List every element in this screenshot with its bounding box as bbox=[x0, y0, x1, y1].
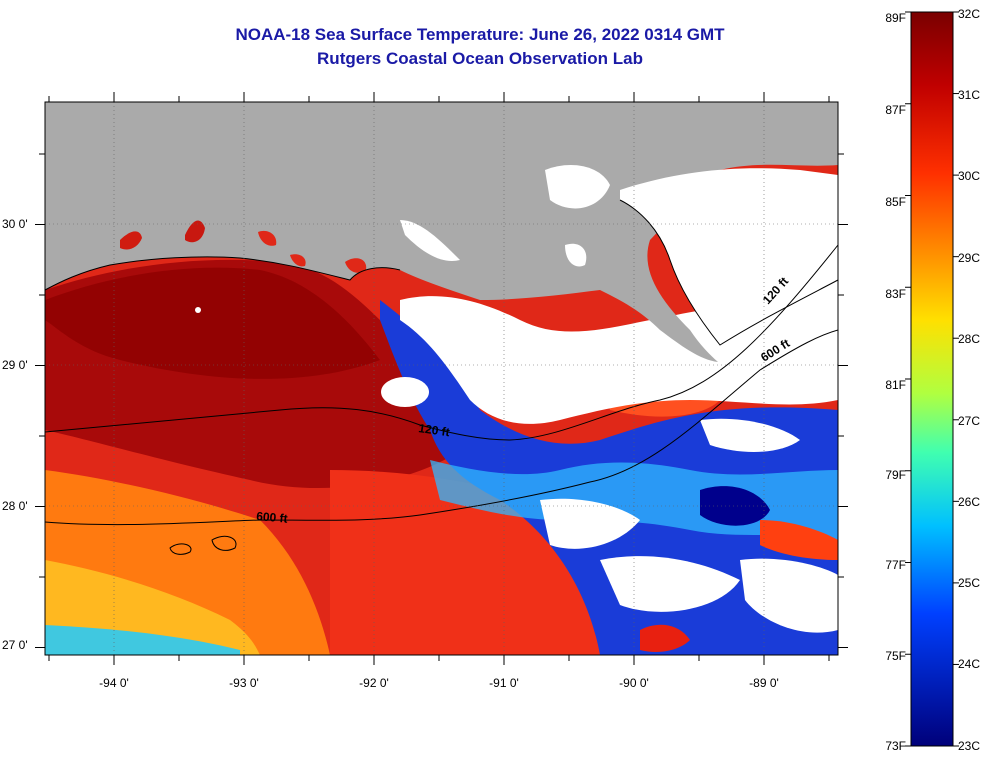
cloud-patch-3 bbox=[740, 558, 838, 633]
cbar-f-73: 73F bbox=[885, 739, 906, 753]
land-cloud-1 bbox=[545, 165, 610, 209]
cbar-f-87: 87F bbox=[885, 103, 906, 117]
cold-patch bbox=[700, 486, 770, 526]
lake-warm-2 bbox=[185, 220, 205, 243]
cbar-c-32: 32C bbox=[958, 7, 980, 21]
lon-label-90: -90 0' bbox=[619, 676, 649, 690]
cbar-f-83: 83F bbox=[885, 287, 906, 301]
warmest-core bbox=[45, 267, 380, 379]
cbar-f-77: 77F bbox=[885, 558, 906, 572]
warm-streak bbox=[760, 520, 838, 560]
lat-label-28: 28 0' bbox=[2, 499, 28, 513]
cbar-c-25: 25C bbox=[958, 576, 980, 590]
lon-label-91: -91 0' bbox=[489, 676, 519, 690]
lon-label-93: -93 0' bbox=[229, 676, 259, 690]
cbar-f-79: 79F bbox=[885, 468, 906, 482]
cbar-f-81: 81F bbox=[885, 378, 906, 392]
cbar-f-75: 75F bbox=[885, 649, 906, 663]
cbar-c-24: 24C bbox=[958, 657, 980, 671]
cloud-patch-1 bbox=[540, 498, 640, 549]
lake-warm-4 bbox=[290, 254, 306, 267]
land-cloud-3 bbox=[620, 168, 838, 345]
warm-blob-south bbox=[640, 624, 690, 652]
colorbar bbox=[910, 11, 954, 747]
cloud-patch-2 bbox=[600, 556, 740, 612]
cbar-f-89: 89F bbox=[885, 11, 906, 25]
isobath-600ft bbox=[45, 329, 838, 526]
cloud-patch-4 bbox=[700, 418, 800, 452]
cloud-dot bbox=[195, 307, 201, 313]
land-cloud-2 bbox=[565, 243, 587, 267]
bank-outline-2 bbox=[211, 535, 237, 551]
coastline bbox=[45, 256, 401, 291]
isobath-120ft bbox=[45, 244, 838, 441]
lat-label-27: 27 0' bbox=[2, 638, 28, 652]
isobath-label-600-west: 600 ft bbox=[256, 509, 288, 526]
lat-label-30: 30 0' bbox=[2, 217, 28, 231]
lake-warm-1 bbox=[120, 231, 142, 250]
bank-outline-1 bbox=[169, 543, 192, 555]
cbar-c-27: 27C bbox=[958, 414, 980, 428]
lake-warm-5 bbox=[345, 258, 367, 273]
map-subtitle: Rutgers Coastal Ocean Observation Lab bbox=[317, 49, 643, 68]
lat-label-29: 29 0' bbox=[2, 358, 28, 372]
cbar-c-31: 31C bbox=[958, 88, 980, 102]
isobath-label-120-coast: 120 ft bbox=[418, 421, 451, 439]
cloud-patch-5 bbox=[381, 377, 429, 407]
lon-label-92: -92 0' bbox=[359, 676, 389, 690]
colorbar-ticks bbox=[905, 11, 959, 747]
map-title: NOAA-18 Sea Surface Temperature: June 26… bbox=[235, 25, 725, 44]
lon-label-94: -94 0' bbox=[99, 676, 129, 690]
map-area bbox=[45, 102, 838, 655]
cbar-f-85: 85F bbox=[885, 195, 906, 209]
axis-ticks bbox=[35, 92, 848, 665]
lon-label-89: -89 0' bbox=[749, 676, 779, 690]
cbar-c-26: 26C bbox=[958, 495, 980, 509]
map-frame bbox=[44, 101, 839, 656]
cbar-c-23: 23C bbox=[958, 739, 980, 753]
graticule bbox=[45, 102, 838, 655]
cbar-c-29: 29C bbox=[958, 251, 980, 265]
cbar-c-28: 28C bbox=[958, 332, 980, 346]
lake-warm-3 bbox=[258, 230, 277, 246]
land-louisiana bbox=[45, 102, 838, 362]
land-cloud-4 bbox=[400, 220, 460, 261]
cbar-c-30: 30C bbox=[958, 169, 980, 183]
cyan-sw-edge bbox=[45, 625, 240, 655]
